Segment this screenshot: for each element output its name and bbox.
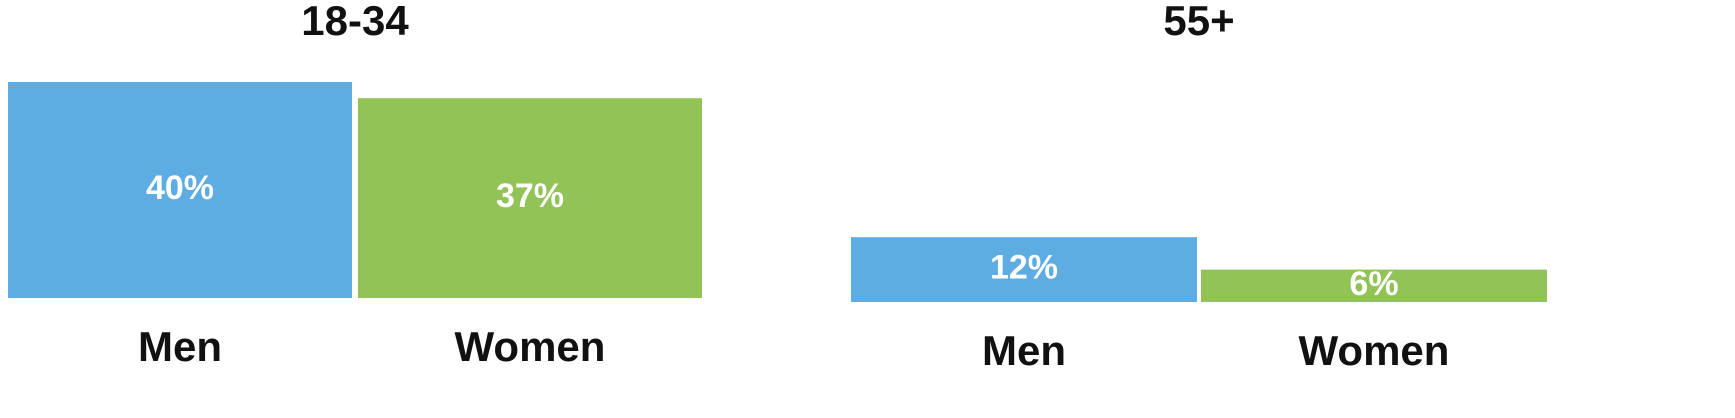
bar-men <box>8 82 352 298</box>
category-label: Men <box>982 327 1066 374</box>
category-label: Men <box>138 323 222 370</box>
bar-women <box>358 98 702 298</box>
panel-title: 18-34 <box>301 0 409 44</box>
bar-value-label: 12% <box>990 249 1058 287</box>
category-label: Women <box>1299 327 1450 374</box>
category-label: Women <box>455 323 606 370</box>
bar-value-label: 6% <box>1349 265 1398 303</box>
panel-0: 18-34 40% Men 37% Women <box>8 0 702 370</box>
panel-1: 55+ 12% Men 6% Women <box>851 0 1547 374</box>
bar-men <box>851 237 1197 302</box>
bar-value-label: 37% <box>496 177 564 215</box>
chart-panels: 18-34 40% Men 37% Women 55+ 12% Men 6% Women <box>8 0 1547 374</box>
panel-title: 55+ <box>1163 0 1234 44</box>
bar-women <box>1201 269 1547 302</box>
bar-value-label: 40% <box>146 169 214 207</box>
